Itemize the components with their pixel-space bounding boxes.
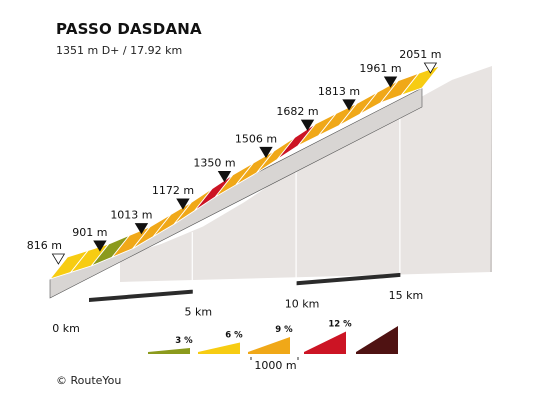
distance-tick-label: 10 km	[285, 297, 320, 310]
distance-tick-label: 15 km	[389, 289, 424, 302]
gradient-segment	[400, 65, 441, 97]
elevation-marker	[51, 253, 66, 265]
elevation-label: 901 m	[72, 226, 107, 239]
copyright-notice: © RouteYou	[56, 374, 122, 387]
elevation-marker	[217, 171, 232, 183]
legend-swatch	[248, 337, 290, 354]
elevation-label: 1506 m	[235, 132, 277, 145]
legend-swatch	[304, 331, 346, 354]
legend-scale-label: 1000 m	[254, 359, 296, 372]
chart-subtitle: 1351 m D+ / 17.92 km	[56, 44, 183, 57]
elevation-marker	[342, 99, 356, 111]
elevation-label: 1682 m	[276, 105, 318, 118]
elevation-label: 1350 m	[193, 156, 235, 169]
legend-swatch	[148, 348, 190, 354]
distance-band	[89, 289, 193, 302]
legend-swatch	[356, 326, 398, 354]
distance-tick-label: 0 km	[52, 322, 80, 335]
elevation-label: 1172 m	[152, 184, 194, 197]
elevation-label: 1813 m	[318, 85, 360, 98]
elevation-label: 816 m	[27, 239, 62, 252]
elevation-marker	[423, 62, 438, 74]
legend-label: 3 %	[175, 336, 193, 346]
elevation-label: 1013 m	[110, 209, 152, 222]
elevation-marker	[134, 223, 149, 235]
elevation-marker	[176, 198, 190, 210]
elevation-marker	[383, 76, 398, 88]
distance-band	[296, 272, 401, 286]
legend-swatch	[198, 342, 240, 354]
legend-label: 9 %	[275, 325, 293, 335]
profile-wall-end	[490, 66, 492, 272]
elevation-label: 1961 m	[359, 62, 401, 75]
profile-front-side	[49, 87, 423, 299]
legend-label: 12 %	[328, 320, 352, 330]
distance-tick-label: 5 km	[184, 306, 212, 319]
elevation-marker	[300, 119, 315, 131]
legend-label: 6 %	[225, 331, 243, 341]
elevation-label: 2051 m	[399, 48, 441, 61]
elevation-marker	[259, 146, 273, 159]
chart-title: PASSO DASDANA	[56, 20, 202, 38]
elevation-marker	[93, 240, 107, 252]
profile-back-wall	[120, 66, 492, 282]
